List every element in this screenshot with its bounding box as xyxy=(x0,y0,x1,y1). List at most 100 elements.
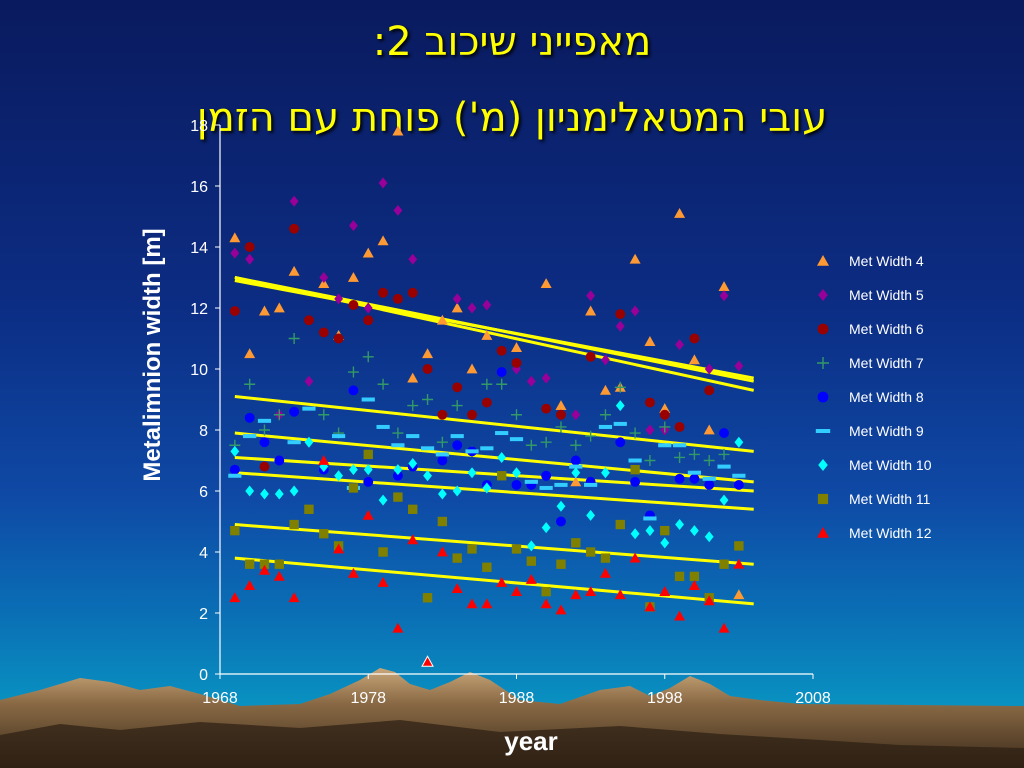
data-point xyxy=(377,378,389,390)
data-point xyxy=(540,436,552,448)
data-point xyxy=(288,333,300,344)
data-point xyxy=(288,265,300,276)
data-point xyxy=(245,485,255,497)
legend-marker xyxy=(817,493,829,505)
data-point xyxy=(674,571,685,582)
data-point xyxy=(688,448,700,460)
legend-label: Met Width 10 xyxy=(849,457,932,473)
data-point xyxy=(274,455,285,466)
data-point xyxy=(422,348,434,359)
data-point xyxy=(659,409,670,420)
data-point xyxy=(333,543,345,554)
data-point xyxy=(525,439,537,451)
data-point xyxy=(273,302,285,313)
data-point xyxy=(599,409,611,421)
data-point xyxy=(377,577,389,587)
data-point xyxy=(658,443,672,448)
legend-marker xyxy=(817,391,829,403)
data-point xyxy=(334,293,343,305)
data-point xyxy=(259,559,270,569)
data-point xyxy=(467,302,477,314)
data-point xyxy=(496,577,508,587)
data-point xyxy=(689,333,700,344)
data-point xyxy=(497,451,507,463)
legend-label: Met Width 4 xyxy=(849,253,924,269)
data-point xyxy=(512,467,521,479)
data-point xyxy=(318,409,330,421)
x-axis-label: year xyxy=(504,726,558,756)
data-point xyxy=(392,293,403,304)
data-point xyxy=(599,384,611,395)
y-tick-label: 6 xyxy=(199,484,208,501)
legend-label: Met Width 7 xyxy=(849,355,924,371)
legend-marker xyxy=(817,527,829,538)
data-point xyxy=(630,528,640,540)
data-point xyxy=(260,488,269,500)
data-point xyxy=(511,544,522,554)
data-point xyxy=(628,458,642,463)
slide-title-line-1: מאפייני שיכוב 2: xyxy=(372,19,652,65)
data-point xyxy=(511,409,522,421)
data-point xyxy=(467,544,477,554)
data-point xyxy=(586,290,596,302)
trend-line xyxy=(234,394,754,453)
data-point xyxy=(437,409,448,420)
data-point xyxy=(408,504,418,514)
data-point xyxy=(273,409,285,421)
data-point xyxy=(363,449,373,460)
data-point xyxy=(273,570,285,581)
data-point xyxy=(289,195,299,207)
data-point xyxy=(363,302,373,314)
data-point xyxy=(451,400,463,412)
y-tick-label: 8 xyxy=(199,423,208,440)
legend-label: Met Width 8 xyxy=(849,389,924,405)
data-point xyxy=(408,458,418,470)
data-point xyxy=(733,589,745,600)
data-point xyxy=(259,437,270,448)
data-point xyxy=(541,586,551,597)
data-point xyxy=(244,242,255,252)
data-point xyxy=(734,360,744,372)
data-point xyxy=(258,424,270,436)
data-point xyxy=(615,437,626,448)
data-point xyxy=(719,494,729,506)
data-point xyxy=(436,314,448,325)
data-point xyxy=(452,440,463,451)
data-point xyxy=(437,488,447,500)
data-point xyxy=(598,424,613,429)
data-point xyxy=(421,655,434,667)
data-point xyxy=(228,473,242,478)
data-points xyxy=(228,125,746,667)
data-point xyxy=(362,247,374,258)
data-point xyxy=(348,483,359,493)
data-point xyxy=(452,382,463,393)
data-point xyxy=(363,315,374,326)
y-tick-label: 10 xyxy=(190,362,208,379)
data-point xyxy=(481,397,492,408)
data-point xyxy=(334,470,343,482)
data-point xyxy=(645,525,655,537)
legend: Met Width 4 Met Width 5 Met Width 6 Met Wid… xyxy=(815,253,932,541)
data-point xyxy=(318,327,329,338)
data-point xyxy=(258,305,270,316)
data-point xyxy=(704,363,714,375)
data-point xyxy=(702,476,716,481)
data-point xyxy=(347,366,359,378)
data-point xyxy=(585,430,597,442)
data-point xyxy=(318,278,330,288)
data-point xyxy=(733,479,744,490)
data-point xyxy=(229,464,240,475)
data-point xyxy=(452,553,462,563)
data-point xyxy=(304,375,314,387)
data-point xyxy=(304,504,314,514)
data-point xyxy=(615,320,625,332)
y-tick-label: 2 xyxy=(199,606,208,623)
data-point xyxy=(332,434,346,439)
data-point xyxy=(541,522,551,534)
data-point xyxy=(244,580,256,590)
data-point xyxy=(674,451,686,463)
legend-label: Met Width 5 xyxy=(849,287,924,303)
y-tick-label: 14 xyxy=(190,240,208,257)
data-point xyxy=(674,610,686,621)
legend-marker xyxy=(817,255,829,266)
